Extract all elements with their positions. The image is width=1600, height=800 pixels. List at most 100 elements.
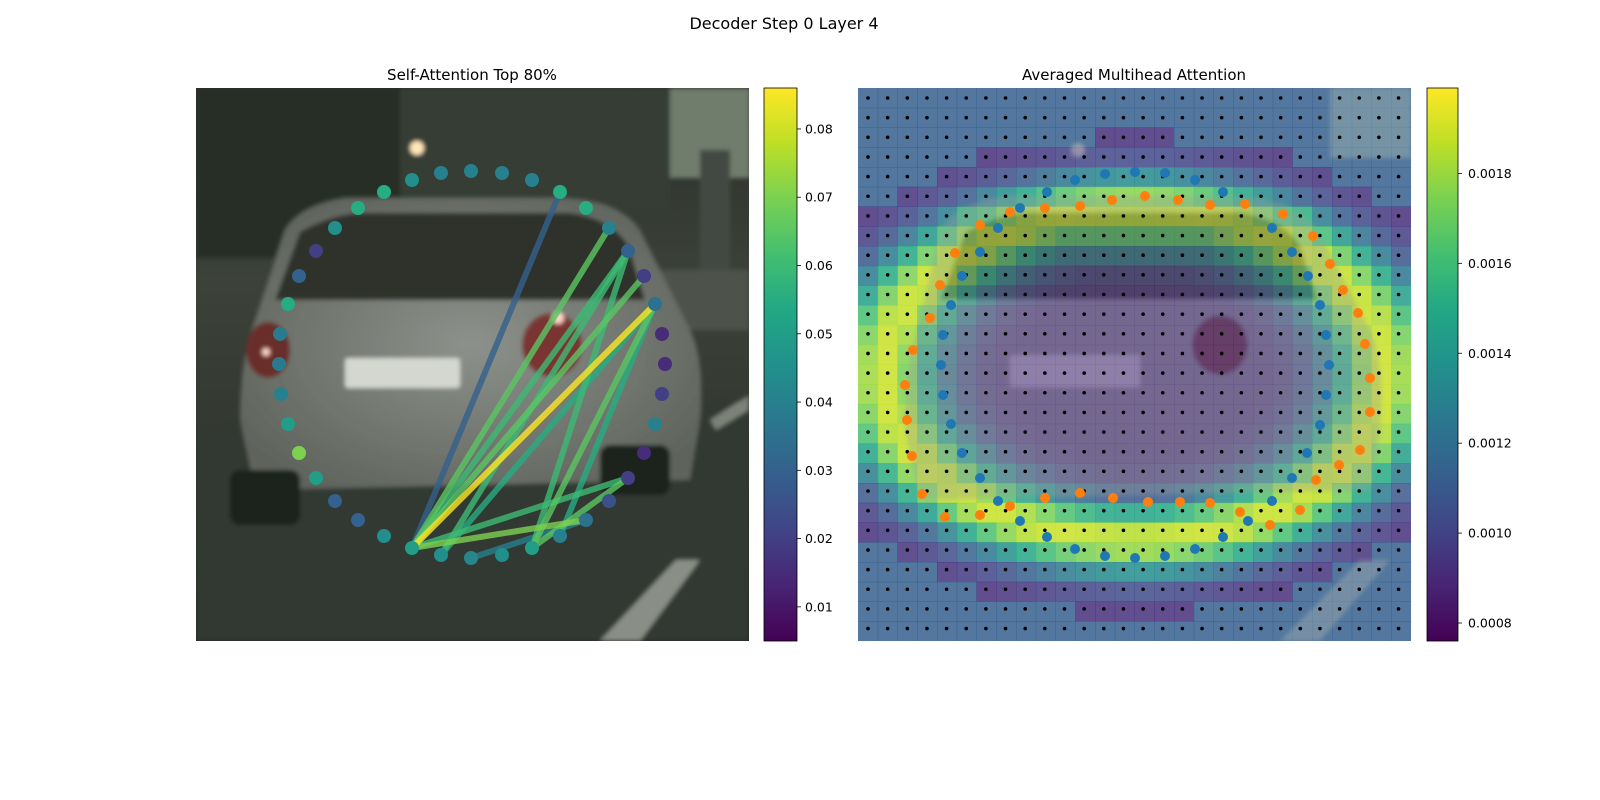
heatmap-cell xyxy=(1332,206,1353,227)
grid-point xyxy=(1023,155,1027,159)
attention-point xyxy=(464,164,478,178)
grid-point xyxy=(866,292,870,297)
grid-point xyxy=(885,273,890,277)
heatmap-cell xyxy=(1272,502,1293,523)
heatmap-cell xyxy=(917,621,938,641)
heatmap-cell xyxy=(1391,483,1411,504)
heatmap-cell xyxy=(1391,325,1411,346)
grid-point xyxy=(964,194,969,199)
heatmap-cell xyxy=(1351,542,1372,563)
grid-point xyxy=(1377,135,1381,140)
heatmap-cell xyxy=(1312,127,1333,148)
grid-point xyxy=(1298,390,1303,395)
grid-point xyxy=(1219,233,1224,238)
grid-point xyxy=(1180,233,1185,238)
grid-point xyxy=(1396,626,1401,631)
blue-point xyxy=(1243,516,1253,526)
grid-point xyxy=(1200,194,1204,199)
heatmap-cell xyxy=(1253,147,1274,168)
attention-points xyxy=(272,164,672,565)
grid-point xyxy=(1337,567,1342,572)
blue-point xyxy=(1042,187,1052,197)
grid-point xyxy=(1200,174,1204,179)
grid-point xyxy=(1396,351,1401,356)
grid-point xyxy=(905,174,910,179)
heatmap-cell xyxy=(858,562,879,583)
attention-point xyxy=(658,357,672,371)
grid-point xyxy=(964,390,969,395)
grid-point xyxy=(944,312,949,316)
colorbar-tick-label: 0.05 xyxy=(805,326,833,341)
grid-point xyxy=(1180,214,1185,218)
heatmap-cell xyxy=(1351,285,1372,306)
grid-point xyxy=(1200,312,1204,316)
grid-point xyxy=(1298,96,1303,100)
grid-point xyxy=(1318,292,1322,297)
grid-point xyxy=(1219,332,1224,336)
grid-point xyxy=(1377,449,1381,454)
grid-point xyxy=(1141,96,1145,100)
grid-point xyxy=(1337,115,1342,120)
grid-point xyxy=(1377,174,1381,179)
heatmap-cell xyxy=(1134,522,1155,543)
grid-point xyxy=(1396,292,1401,297)
grid-point xyxy=(1337,489,1342,493)
heatmap-cell xyxy=(1272,522,1293,543)
grid-point xyxy=(964,115,969,120)
attention-point xyxy=(351,513,365,527)
grid-point xyxy=(1023,469,1027,474)
orange-point xyxy=(902,415,912,425)
grid-point xyxy=(964,292,969,297)
grid-point xyxy=(1023,430,1027,434)
grid-point xyxy=(1337,253,1342,257)
grid-point xyxy=(1259,273,1263,277)
grid-point xyxy=(964,96,969,100)
grid-point xyxy=(1278,312,1283,316)
grid-point xyxy=(964,508,969,513)
grid-point xyxy=(1102,508,1106,513)
grid-point xyxy=(925,469,929,474)
blue-point xyxy=(1100,551,1110,561)
grid-point xyxy=(1121,449,1126,454)
grid-point xyxy=(1219,371,1224,375)
heatmap-cell xyxy=(1371,483,1392,504)
attention-edges xyxy=(409,189,658,561)
grid-point xyxy=(1396,371,1401,375)
grid-point xyxy=(1278,489,1283,493)
heatmap-cell xyxy=(877,423,898,444)
grid-point xyxy=(1023,587,1027,592)
heatmap-cell xyxy=(897,581,918,602)
grid-point xyxy=(1377,528,1381,533)
grid-point xyxy=(1337,135,1342,140)
orange-point xyxy=(1108,493,1118,503)
grid-point xyxy=(964,587,969,592)
grid-point xyxy=(1200,233,1204,238)
grid-point xyxy=(1357,587,1362,592)
heatmap-cell xyxy=(1193,522,1214,543)
grid-point xyxy=(984,292,988,297)
blue-point xyxy=(1070,175,1080,185)
grid-point xyxy=(1180,390,1185,395)
grid-point xyxy=(1180,607,1185,611)
grid-point xyxy=(1357,292,1362,297)
orange-point xyxy=(1143,497,1153,507)
grid-point xyxy=(1003,135,1008,140)
grid-point xyxy=(1337,351,1342,356)
grid-point xyxy=(964,567,969,572)
heatmap-cell xyxy=(1154,562,1175,583)
heatmap-cell xyxy=(1391,305,1411,326)
heatmap-cell xyxy=(877,483,898,504)
heatmap-cell xyxy=(1154,601,1175,622)
grid-point xyxy=(1082,96,1086,100)
grid-point xyxy=(1200,292,1204,297)
heatmap-cell xyxy=(1095,502,1116,523)
attention-point xyxy=(351,201,365,215)
grid-point xyxy=(885,607,890,611)
heatmap-cell xyxy=(877,542,898,563)
grid-point xyxy=(1200,567,1204,572)
grid-point xyxy=(1278,449,1283,454)
orange-point xyxy=(1205,498,1215,508)
heatmap-cell xyxy=(1233,562,1254,583)
grid-point xyxy=(1396,449,1401,454)
grid-point xyxy=(1357,548,1362,552)
